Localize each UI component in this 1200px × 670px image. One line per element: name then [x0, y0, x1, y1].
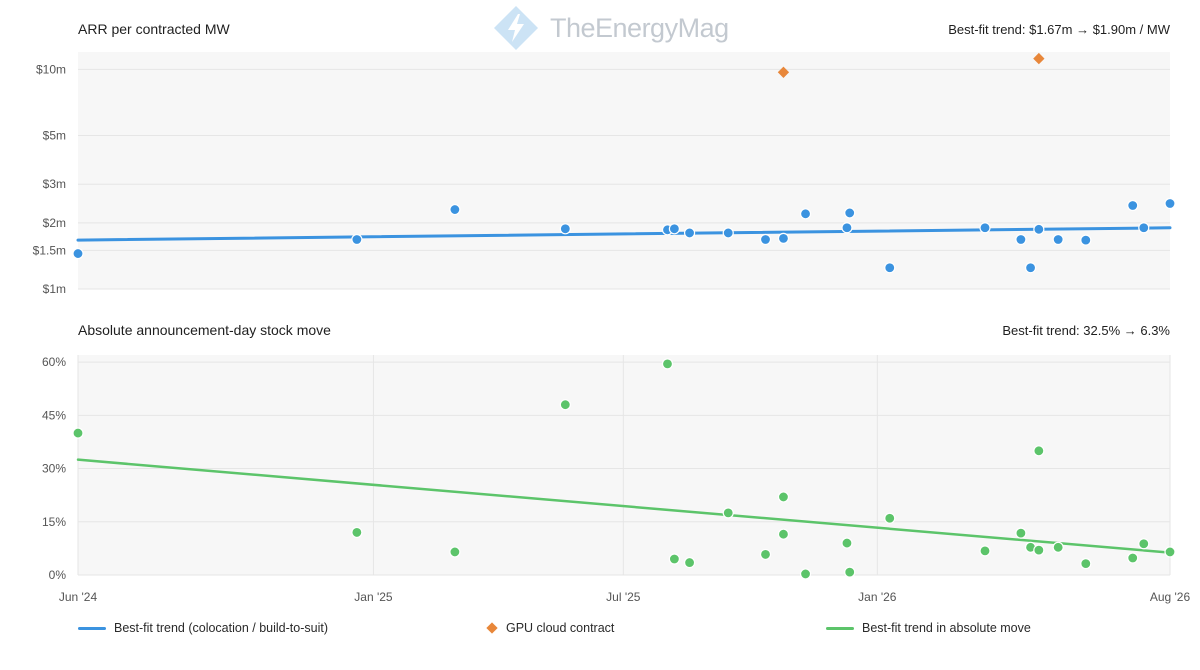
colocation-point — [841, 222, 853, 234]
top-y-tick-label: $1.5m — [33, 243, 66, 257]
stock-move-point — [72, 427, 84, 439]
stock-move-point — [683, 556, 696, 569]
x-tick-label: Jan '25 — [354, 590, 393, 604]
watermark-logo: TheEnergyMag — [490, 4, 729, 52]
watermark-text: TheEnergyMag — [550, 12, 729, 43]
top-y-tick-label: $2m — [43, 216, 66, 230]
colocation-point — [1052, 233, 1064, 246]
bottom-y-tick-label: 30% — [42, 462, 66, 476]
colocation-point — [759, 233, 772, 246]
legend-swatch-colocation — [78, 626, 106, 630]
x-tick-label: Jul '25 — [606, 590, 641, 604]
top-y-tick-label: $5m — [43, 128, 66, 142]
bottom-trend-line — [76, 458, 1172, 554]
stock-move-point — [661, 358, 674, 370]
colocation-point — [1138, 222, 1150, 234]
colocation-point — [884, 262, 896, 274]
legend-label-gpu: GPU cloud contract — [506, 621, 615, 635]
legend-item-gpu: GPU cloud contract — [484, 621, 614, 635]
colocation-point — [559, 223, 571, 235]
colocation-point — [799, 208, 812, 220]
colocation-point — [1080, 234, 1092, 246]
stock-move-point — [1138, 538, 1150, 550]
stock-move-point — [351, 526, 363, 539]
stock-move-point — [1080, 558, 1092, 570]
colocation-point — [1024, 262, 1037, 274]
stock-move-point — [1033, 544, 1045, 556]
colocation-point — [1164, 197, 1176, 210]
stock-move-point — [841, 537, 853, 549]
top-plot-area — [78, 52, 1170, 289]
stock-move-point — [844, 566, 856, 578]
stock-move-point — [1052, 541, 1064, 553]
top-y-tick-label: $3m — [43, 177, 66, 191]
bottom-plot-area — [78, 355, 1170, 575]
colocation-point — [1015, 233, 1027, 246]
x-tick-label: Jun '24 — [59, 590, 98, 604]
colocation-point — [844, 207, 856, 219]
top-y-tick-label: $1m — [43, 282, 66, 296]
stock-move-point — [1127, 552, 1139, 564]
stock-move-point — [979, 545, 991, 557]
stock-move-point — [759, 548, 772, 561]
bottom-chart-title: Absolute announcement-day stock move — [78, 322, 331, 338]
stock-move-point — [722, 507, 734, 519]
colocation-point — [351, 233, 363, 246]
stock-move-point — [1164, 546, 1176, 558]
colocation-point — [449, 203, 461, 216]
legend-item-colocation: Best-fit trend (colocation / build-to-su… — [78, 621, 328, 635]
bottom-y-tick-label: 15% — [42, 515, 66, 529]
stock-move-point — [559, 399, 571, 411]
colocation-point — [777, 232, 790, 244]
colocation-point — [979, 222, 991, 234]
legend-swatch-stock — [826, 626, 854, 630]
stock-move-point — [1015, 527, 1027, 539]
x-tick-label: Aug '26 — [1150, 590, 1191, 604]
lightning-bolt-icon — [494, 6, 538, 50]
legend-swatch-gpu — [486, 622, 498, 634]
top-y-tick-label: $10m — [36, 62, 66, 76]
stock-move-point — [1033, 445, 1045, 457]
colocation-point — [72, 247, 84, 260]
stock-move-point — [777, 491, 790, 503]
colocation-point — [668, 223, 680, 235]
colocation-point — [722, 227, 734, 239]
colocation-point — [683, 227, 696, 239]
gpu-contract-point — [1033, 52, 1045, 65]
stock-move-point — [884, 512, 896, 524]
stock-move-point — [799, 568, 812, 580]
bottom-y-tick-label: 60% — [42, 355, 66, 369]
legend-label-stock: Best-fit trend in absolute move — [862, 621, 1031, 635]
stock-move-point — [668, 553, 680, 565]
colocation-point — [1127, 199, 1139, 212]
colocation-point — [1033, 223, 1045, 235]
bottom-y-tick-label: 0% — [49, 568, 67, 582]
bottom-y-tick-label: 45% — [42, 408, 66, 422]
legend-item-stock: Best-fit trend in absolute move — [826, 621, 1031, 635]
top-chart-title: ARR per contracted MW — [78, 21, 230, 37]
top-chart-trend-note: Best-fit trend: $1.67m → $1.90m / MW — [948, 22, 1170, 37]
x-tick-label: Jan '26 — [858, 590, 897, 604]
stock-move-point — [777, 528, 790, 540]
stock-move-point — [449, 546, 461, 558]
bottom-chart-trend-note: Best-fit trend: 32.5% → 6.3% — [1002, 323, 1170, 338]
legend-label-colocation: Best-fit trend (colocation / build-to-su… — [114, 621, 328, 635]
